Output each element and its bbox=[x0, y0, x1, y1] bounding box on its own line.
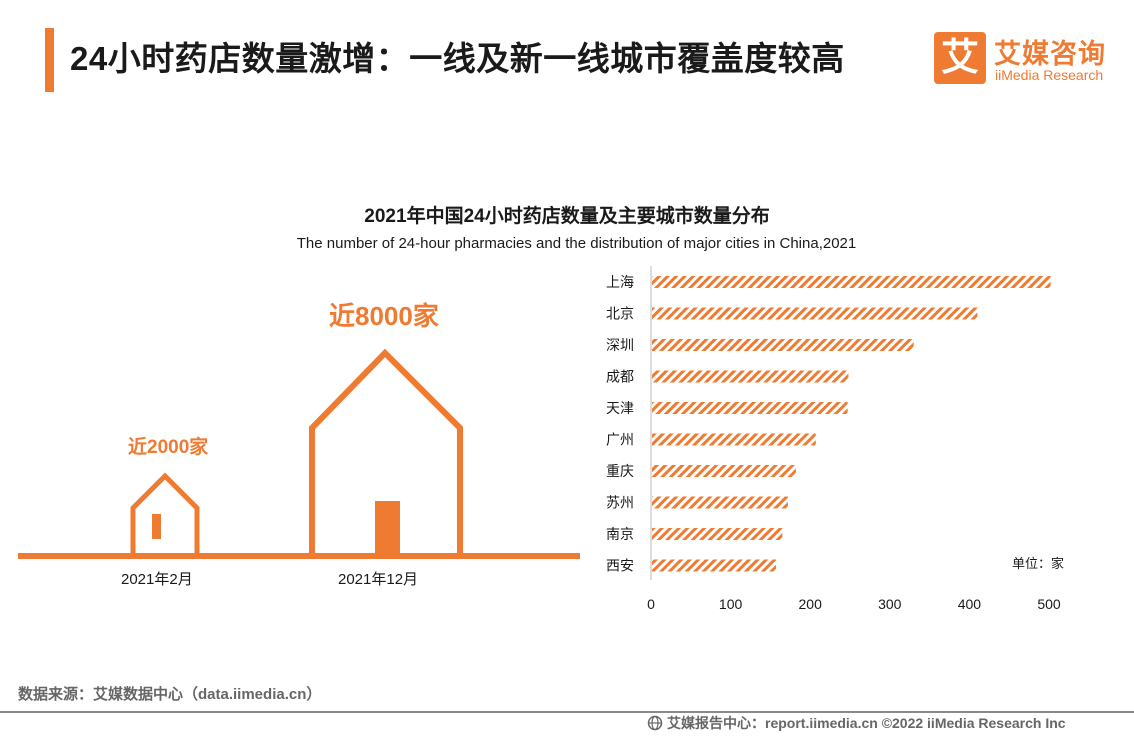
bar-5 bbox=[652, 433, 816, 446]
category-label: 南京 bbox=[606, 526, 634, 542]
x-tick-label: 400 bbox=[958, 596, 982, 612]
bar-7 bbox=[652, 496, 788, 509]
globe-icon bbox=[647, 715, 663, 734]
x-tick-label: 0 bbox=[647, 596, 655, 612]
category-label: 北京 bbox=[606, 306, 634, 322]
x-tick-label: 100 bbox=[719, 596, 743, 612]
category-label: 上海 bbox=[606, 274, 634, 290]
category-label: 苏州 bbox=[606, 495, 634, 511]
chart-title: 2021年中国24小时药店数量及主要城市数量分布 bbox=[364, 206, 770, 227]
footer-divider bbox=[0, 711, 1134, 713]
small-house-icon bbox=[130, 472, 200, 556]
bar-2 bbox=[652, 339, 914, 351]
category-label: 重庆 bbox=[606, 463, 634, 479]
small-house-date: 2021年2月 bbox=[121, 571, 193, 588]
category-label: 广州 bbox=[606, 432, 634, 448]
logo-mark: 艾 bbox=[934, 32, 986, 84]
large-house-icon bbox=[309, 348, 463, 556]
footer-text: 艾媒报告中心：report.iimedia.cn ©2022 iiMedia R… bbox=[667, 715, 1066, 731]
bar-6 bbox=[652, 465, 796, 477]
ground-line bbox=[18, 553, 580, 559]
small-house-door bbox=[152, 514, 161, 539]
brand-logo: 艾 艾媒咨询 iiMedia Research bbox=[934, 32, 1124, 88]
unit-label: 单位：家 bbox=[1012, 556, 1064, 571]
title-accent-bar bbox=[45, 28, 54, 92]
logo-name-cn: 艾媒咨询 bbox=[994, 39, 1106, 69]
large-house-door bbox=[375, 501, 400, 556]
bar-8 bbox=[652, 528, 783, 540]
x-tick-label: 300 bbox=[878, 596, 902, 612]
data-source: 数据来源：艾媒数据中心（data.iimedia.cn） bbox=[18, 686, 322, 703]
category-label: 深圳 bbox=[606, 337, 634, 353]
category-label: 天津 bbox=[606, 400, 634, 416]
footer: 艾媒报告中心：report.iimedia.cn ©2022 iiMedia R… bbox=[647, 713, 1066, 734]
bar-3 bbox=[652, 370, 849, 383]
bar-1 bbox=[652, 307, 978, 320]
large-house-date: 2021年12月 bbox=[338, 571, 419, 588]
small-house-label: 近2000家 bbox=[128, 437, 209, 458]
bar-0 bbox=[652, 276, 1051, 288]
page-title: 24小时药店数量激增：一线及新一线城市覆盖度较高 bbox=[70, 40, 845, 77]
category-label: 成都 bbox=[606, 369, 634, 385]
x-tick-label: 200 bbox=[799, 596, 823, 612]
bar-9 bbox=[652, 559, 776, 572]
bar-4 bbox=[652, 402, 848, 414]
house-infographic bbox=[18, 348, 580, 559]
category-label: 西安 bbox=[606, 558, 634, 574]
logo-name-en: iiMedia Research bbox=[995, 67, 1104, 83]
x-tick-label: 500 bbox=[1037, 596, 1061, 612]
chart-subtitle: The number of 24-hour pharmacies and the… bbox=[296, 235, 857, 252]
large-house-label: 近8000家 bbox=[329, 301, 439, 331]
